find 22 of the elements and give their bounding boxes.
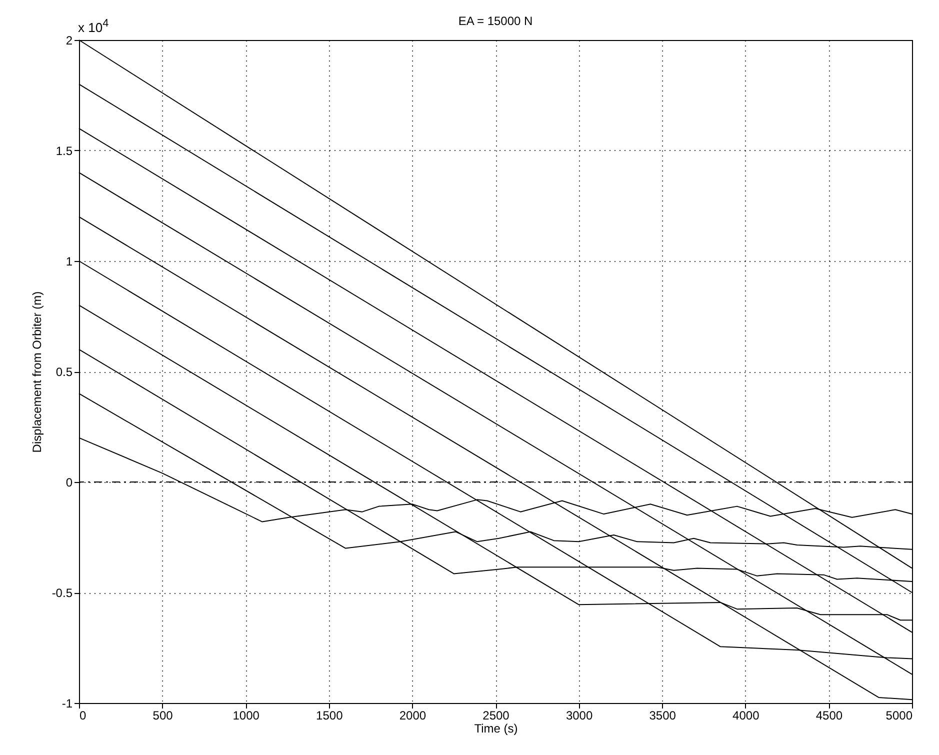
y-tick-label: 0.5 [56,365,73,379]
x-tick-label: 4500 [816,708,843,722]
x-tick-label: 0 [80,708,86,722]
chart-title: EA = 15000 N [458,14,533,28]
x-tick-label: 3500 [649,708,676,722]
y-tick-label: 1 [66,254,73,268]
x-tick-label: 3000 [566,708,593,722]
y-tick-label: 1.5 [56,144,73,158]
x-tick-label: 1000 [232,708,260,722]
y-tick-label: 2 [66,34,73,48]
x-tick-label: 1500 [316,708,344,722]
text: x 10$^{4}$ [78,18,109,36]
x-tick-label: 2000 [399,708,426,722]
y-tick-label: -0.5 [52,586,73,600]
y-tick-label: 0 [66,476,73,490]
x-tick-label: 500 [152,708,174,722]
y-axis-title: Displacement from Orbiter (m) [30,291,44,453]
x-tick-label: 5000 [886,708,913,722]
y-tick-label: -1 [62,696,73,710]
x-tick-label: 2500 [482,708,510,722]
x-axis-title: Time (s) [474,722,518,736]
x-tick-label: 4000 [732,708,760,722]
